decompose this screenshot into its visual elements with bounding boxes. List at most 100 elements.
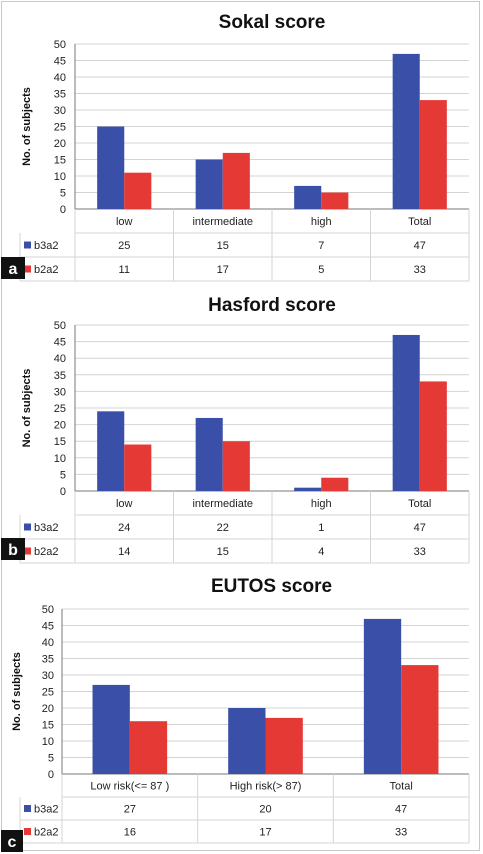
table-value: 7 — [318, 240, 324, 252]
table-value: 47 — [414, 522, 426, 534]
bar-b2a2-1 — [222, 152, 250, 209]
x-category-label: intermediate — [192, 498, 253, 510]
y-tick-label: 15 — [54, 436, 66, 448]
x-category-label: Total — [408, 216, 431, 228]
y-tick-label: 30 — [42, 670, 54, 682]
table-value: 16 — [124, 827, 136, 839]
bar-b2a2-0 — [124, 172, 152, 209]
y-tick-label: 30 — [54, 386, 66, 398]
y-tick-label: 0 — [60, 486, 66, 498]
table-value: 33 — [395, 827, 407, 839]
legend-swatch-b2a2 — [24, 828, 31, 835]
panel-label: b — [8, 542, 18, 559]
bar-b3a2-0 — [92, 684, 130, 774]
y-tick-label: 5 — [60, 188, 66, 200]
bar-b2a2-3 — [419, 100, 447, 209]
panel-label-badge — [1, 257, 25, 279]
y-tick-label: 35 — [54, 370, 66, 382]
table-value: 17 — [217, 264, 229, 276]
y-tick-label: 10 — [54, 453, 66, 465]
y-tick-label: 20 — [42, 703, 54, 715]
bar-b3a2-1 — [195, 159, 223, 209]
y-tick-label: 40 — [54, 72, 66, 84]
table-value: 25 — [118, 240, 130, 252]
bar-b2a2-1 — [265, 717, 303, 774]
panel-label: a — [9, 261, 18, 278]
x-category-label: low — [116, 498, 133, 510]
y-tick-label: 20 — [54, 138, 66, 150]
y-tick-label: 50 — [42, 604, 54, 616]
table-value: 5 — [318, 264, 324, 276]
legend-label-b3a2: b3a2 — [34, 240, 58, 252]
legend-label-b3a2: b3a2 — [34, 804, 58, 816]
y-axis-label: No. of subjects — [21, 369, 33, 448]
panel-label-badge — [1, 538, 25, 560]
chart-title: Hasford score — [208, 295, 336, 316]
bar-b3a2-0 — [97, 411, 125, 491]
panel-label: c — [8, 834, 17, 851]
bar-b2a2-2 — [321, 477, 349, 491]
legend-label-b2a2: b2a2 — [34, 827, 58, 839]
legend-label-b2a2: b2a2 — [34, 264, 58, 276]
y-tick-label: 50 — [54, 320, 66, 332]
bar-b2a2-3 — [419, 381, 447, 491]
bar-b3a2-1 — [195, 417, 223, 491]
y-tick-label: 25 — [54, 122, 66, 134]
y-tick-label: 0 — [48, 769, 54, 781]
chart-panel-c: EUTOS score 0 5 10 15 20 25 30 35 40 45 50 No. of su… — [1, 576, 470, 852]
bar-b3a2-2 — [294, 487, 322, 491]
legend-swatch-b3a2 — [24, 241, 31, 249]
table-value: 15 — [217, 546, 229, 558]
y-axis-label: No. of subjects — [21, 87, 33, 166]
x-category-label: high — [311, 216, 332, 228]
table-value: 20 — [259, 804, 271, 816]
y-tick-label: 10 — [54, 171, 66, 183]
legend-swatch-b2a2 — [24, 547, 31, 555]
legend-swatch-b3a2 — [24, 523, 31, 531]
x-category-label: low — [116, 216, 133, 228]
chart-title: EUTOS score — [211, 576, 332, 597]
table-value: 4 — [318, 546, 324, 558]
x-category-label: high — [311, 498, 332, 510]
legend-swatch-b2a2 — [24, 265, 31, 273]
bar-b2a2-2 — [321, 192, 349, 209]
table-value: 33 — [414, 546, 426, 558]
bar-b3a2-2 — [294, 185, 322, 209]
table-value: 17 — [259, 827, 271, 839]
y-tick-label: 40 — [42, 637, 54, 649]
y-tick-label: 35 — [54, 89, 66, 101]
x-category-label: intermediate — [192, 216, 253, 228]
y-tick-label: 45 — [42, 621, 54, 633]
chart-panel-b: Hasford score 0 5 10 15 20 25 30 35 40 45 50 No. of … — [1, 295, 470, 564]
y-tick-label: 20 — [54, 420, 66, 432]
bar-b2a2-0 — [124, 444, 152, 491]
y-tick-label: 50 — [54, 39, 66, 51]
chart-panel-a: Sokal score 0 5 10 15 20 25 30 35 40 45 50 No. of su… — [1, 12, 470, 282]
y-tick-label: 35 — [42, 654, 54, 666]
table-value: 11 — [119, 264, 130, 276]
table-value: 47 — [395, 804, 407, 816]
legend-swatch-b3a2 — [24, 805, 31, 812]
bar-b2a2-1 — [222, 441, 250, 491]
chart-title: Sokal score — [219, 12, 326, 33]
x-category-label: High risk(> 87) — [230, 781, 302, 793]
y-tick-label: 0 — [60, 204, 66, 216]
y-tick-label: 45 — [54, 56, 66, 68]
table-value: 24 — [118, 522, 130, 534]
x-category-label: Low risk(<= 87 ) — [90, 781, 169, 793]
table-value: 33 — [414, 264, 426, 276]
legend-label-b2a2: b2a2 — [34, 546, 58, 558]
bar-b3a2-1 — [228, 708, 266, 774]
table-value: 22 — [217, 522, 229, 534]
bar-b3a2-0 — [97, 126, 125, 209]
bar-b3a2-3 — [392, 334, 420, 491]
y-axis-label: No. of subjects — [11, 652, 23, 731]
x-category-label: Total — [390, 781, 413, 793]
y-tick-label: 5 — [60, 469, 66, 481]
bar-b2a2-2 — [401, 665, 439, 774]
table-value: 1 — [318, 522, 324, 534]
table-value: 27 — [124, 804, 136, 816]
legend-label-b3a2: b3a2 — [34, 522, 58, 534]
